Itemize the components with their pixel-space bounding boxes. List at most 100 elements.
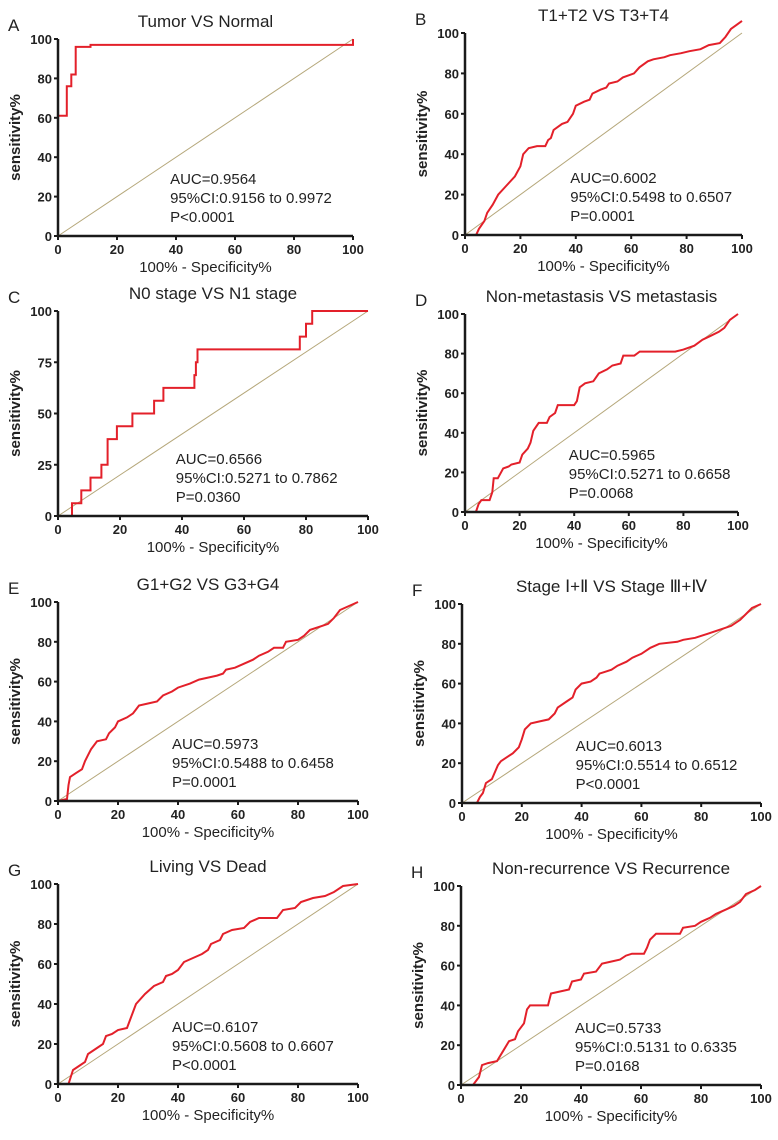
x-tick-label: 60 [622, 518, 636, 533]
y-axis-label: sensitivity% [414, 91, 431, 178]
y-tick-label: 60 [38, 675, 52, 690]
y-tick-label: 100 [30, 304, 52, 319]
x-axis-label: 100% - Specificity% [142, 824, 275, 841]
roc-curve [465, 20, 743, 236]
y-tick-label: 0 [452, 228, 459, 243]
y-tick-label: 0 [45, 509, 52, 524]
x-tick-label: 100 [750, 809, 772, 824]
y-tick-label: 80 [445, 66, 459, 81]
panel-letter: G [8, 861, 21, 880]
x-tick-label: 100 [750, 1091, 772, 1106]
y-tick-label: 60 [445, 386, 459, 401]
x-tick-label: 60 [624, 241, 638, 256]
y-tick-label: 0 [452, 505, 459, 520]
x-tick-label: 80 [676, 518, 690, 533]
y-tick-label: 80 [442, 637, 456, 652]
y-tick-label: 20 [38, 1037, 52, 1052]
x-tick-label: 40 [569, 241, 583, 256]
x-tick-label: 0 [54, 807, 61, 822]
x-tick-label: 0 [54, 522, 61, 537]
y-tick-label: 100 [30, 595, 52, 610]
panel-h: H Non-recurrence VS Recurrence 0 20 40 60 80 10… [410, 859, 772, 1125]
panel-letter: H [411, 863, 423, 882]
y-tick-label: 80 [38, 635, 52, 650]
panel-letter: D [415, 291, 427, 310]
x-axis-label: 100% - Specificity% [537, 258, 670, 275]
x-tick-label: 20 [111, 1090, 125, 1105]
reference-line [57, 601, 359, 802]
y-tick-label: 20 [445, 188, 459, 203]
chart-title: G1+G2 VS G3+G4 [137, 575, 280, 594]
panel-a: A Tumor VS Normal 0 20 40 60 80 100 0 20 40 60 80 100… [7, 12, 364, 276]
roc-curve [57, 39, 354, 236]
ci-label: 95%CI:0.5608 to 0.6607 [172, 1038, 334, 1055]
x-tick-label: 60 [237, 522, 251, 537]
panel-letter: B [415, 10, 426, 29]
x-tick-label: 80 [694, 1091, 708, 1106]
x-tick-label: 40 [171, 807, 185, 822]
y-tick-label: 0 [45, 1077, 52, 1092]
x-tick-label: 100 [347, 807, 369, 822]
auc-label: AUC=0.6002 [570, 170, 656, 187]
x-tick-label: 20 [512, 518, 526, 533]
x-tick-label: 40 [574, 1091, 588, 1106]
x-tick-label: 100 [347, 1090, 369, 1105]
y-tick-label: 40 [38, 997, 52, 1012]
y-tick-label: 80 [445, 347, 459, 362]
auc-label: AUC=0.5733 [575, 1020, 661, 1037]
y-tick-label: 100 [437, 26, 459, 41]
ci-label: 95%CI:0.5514 to 0.6512 [576, 757, 738, 774]
y-tick-label: 60 [38, 957, 52, 972]
x-tick-label: 20 [514, 1091, 528, 1106]
y-tick-label: 40 [445, 147, 459, 162]
x-axis-label: 100% - Specificity% [139, 259, 272, 276]
panel-f: F Stage Ⅰ+Ⅱ VS Stage Ⅲ+Ⅳ 0 20 40 60 80 100 0 20 40… [411, 577, 772, 843]
y-tick-label: 20 [441, 1038, 455, 1053]
y-axis-label: sensitivity% [7, 370, 24, 457]
x-tick-label: 60 [634, 1091, 648, 1106]
ci-label: 95%CI:0.5498 to 0.6507 [570, 189, 732, 206]
y-tick-label: 40 [445, 426, 459, 441]
chart-title: Stage Ⅰ+Ⅱ VS Stage Ⅲ+Ⅳ [516, 577, 707, 596]
y-tick-label: 100 [30, 32, 52, 47]
roc-curve [58, 310, 368, 517]
auc-label: AUC=0.9564 [170, 171, 256, 188]
x-axis-label: 100% - Specificity% [545, 1108, 678, 1125]
y-tick-label: 50 [38, 407, 52, 422]
x-tick-label: 80 [287, 242, 301, 257]
y-axis-label: sensitivity% [411, 660, 428, 747]
y-tick-label: 40 [442, 716, 456, 731]
p-value-label: P=0.0068 [569, 485, 634, 502]
x-tick-label: 0 [458, 809, 465, 824]
x-tick-label: 100 [342, 242, 364, 257]
x-tick-label: 20 [110, 242, 124, 257]
y-tick-label: 60 [441, 959, 455, 974]
x-tick-label: 80 [291, 807, 305, 822]
auc-label: AUC=0.5965 [569, 447, 655, 464]
panel-g: G Living VS Dead 0 20 40 60 80 100 0 20 40 60 80 100 1… [7, 857, 369, 1124]
x-axis-label: 100% - Specificity% [147, 539, 280, 556]
x-tick-label: 40 [169, 242, 183, 257]
chart-title: T1+T2 VS T3+T4 [538, 6, 669, 25]
ci-label: 95%CI:0.9156 to 0.9972 [170, 190, 332, 207]
x-tick-label: 40 [574, 809, 588, 824]
roc-curve [461, 885, 762, 1086]
y-tick-label: 100 [437, 307, 459, 322]
y-tick-label: 60 [445, 107, 459, 122]
reference-line [464, 32, 743, 236]
y-tick-label: 100 [433, 879, 455, 894]
x-tick-label: 100 [727, 518, 749, 533]
roc-curve [462, 603, 762, 804]
x-tick-label: 60 [231, 1090, 245, 1105]
reference-line [57, 883, 359, 1085]
ci-label: 95%CI:0.5271 to 0.7862 [176, 470, 338, 487]
auc-label: AUC=0.6013 [576, 738, 662, 755]
roc-curve [57, 601, 359, 802]
x-tick-label: 60 [231, 807, 245, 822]
y-tick-label: 20 [445, 465, 459, 480]
x-tick-label: 60 [228, 242, 242, 257]
y-tick-label: 40 [441, 998, 455, 1013]
y-axis-label: sensitivity% [7, 941, 24, 1028]
x-tick-label: 80 [299, 522, 313, 537]
